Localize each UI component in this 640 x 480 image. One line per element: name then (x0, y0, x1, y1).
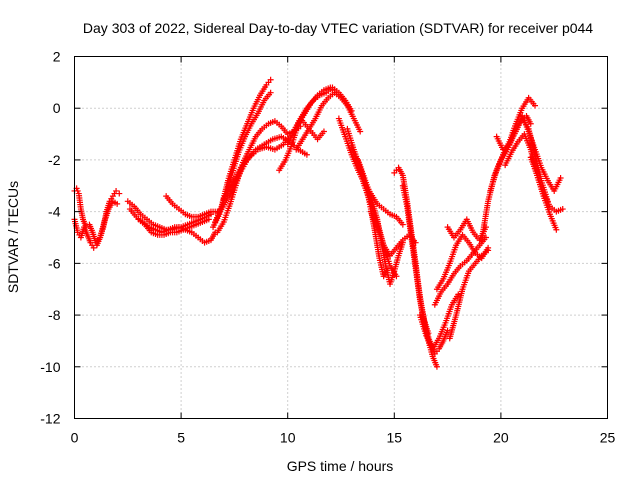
data-point-marker (114, 200, 121, 207)
data-point-marker (267, 89, 274, 96)
y-tick-label: 2 (53, 49, 61, 65)
plot-frame (74, 56, 608, 419)
data-point-marker (267, 76, 274, 83)
x-tick-label: 5 (177, 430, 185, 446)
data-series (527, 154, 566, 215)
data-series (431, 234, 489, 308)
data-point-marker (455, 291, 462, 298)
y-tick-label: -6 (48, 255, 61, 271)
data-point-marker (444, 327, 451, 334)
data-point-marker (320, 128, 327, 135)
data-point-marker (553, 226, 560, 233)
data-point-marker (399, 221, 406, 228)
data-series (519, 112, 564, 194)
y-tick-label: -2 (48, 152, 61, 168)
data-series (487, 94, 539, 194)
y-tick-label: -4 (48, 204, 61, 220)
data-point-marker (83, 224, 90, 231)
data-series (220, 115, 327, 202)
data-series (367, 208, 419, 259)
data-point-marker (90, 244, 97, 251)
y-tick-label: -8 (48, 307, 61, 323)
data-point-marker (303, 151, 310, 158)
data-series (478, 112, 534, 244)
data-point-marker (485, 247, 492, 254)
data-point-marker (557, 175, 564, 182)
data-point-marker (527, 120, 534, 127)
data-series (444, 216, 489, 244)
y-tick-label: -10 (40, 359, 60, 375)
data-point-marker (559, 206, 566, 213)
data-point-marker (116, 190, 123, 197)
x-tick-label: 25 (600, 430, 616, 446)
chart-title: Day 303 of 2022, Sidereal Day-to-day VTE… (83, 20, 593, 36)
x-axis-label: GPS time / hours (287, 458, 394, 474)
y-tick-label: 0 (53, 100, 61, 116)
data-series (71, 185, 121, 246)
data-point-marker (433, 363, 440, 370)
y-axis-label: SDTVAR / TECUs (5, 181, 21, 293)
data-series (416, 291, 462, 352)
data-point-marker (113, 187, 120, 194)
grid-layer (74, 56, 608, 419)
data-layer (71, 76, 566, 370)
y-tick-label: -12 (40, 411, 60, 427)
data-point-marker (357, 128, 364, 135)
data-series (163, 193, 221, 220)
x-tick-label: 0 (71, 430, 79, 446)
data-series (293, 89, 364, 153)
data-point-marker (393, 273, 400, 280)
x-tick-label: 15 (387, 430, 403, 446)
data-series (135, 216, 212, 238)
x-tick-label: 10 (280, 430, 296, 446)
data-point-marker (205, 216, 212, 223)
data-point-marker (532, 102, 539, 109)
x-tick-label: 20 (493, 430, 509, 446)
data-series (446, 247, 492, 342)
